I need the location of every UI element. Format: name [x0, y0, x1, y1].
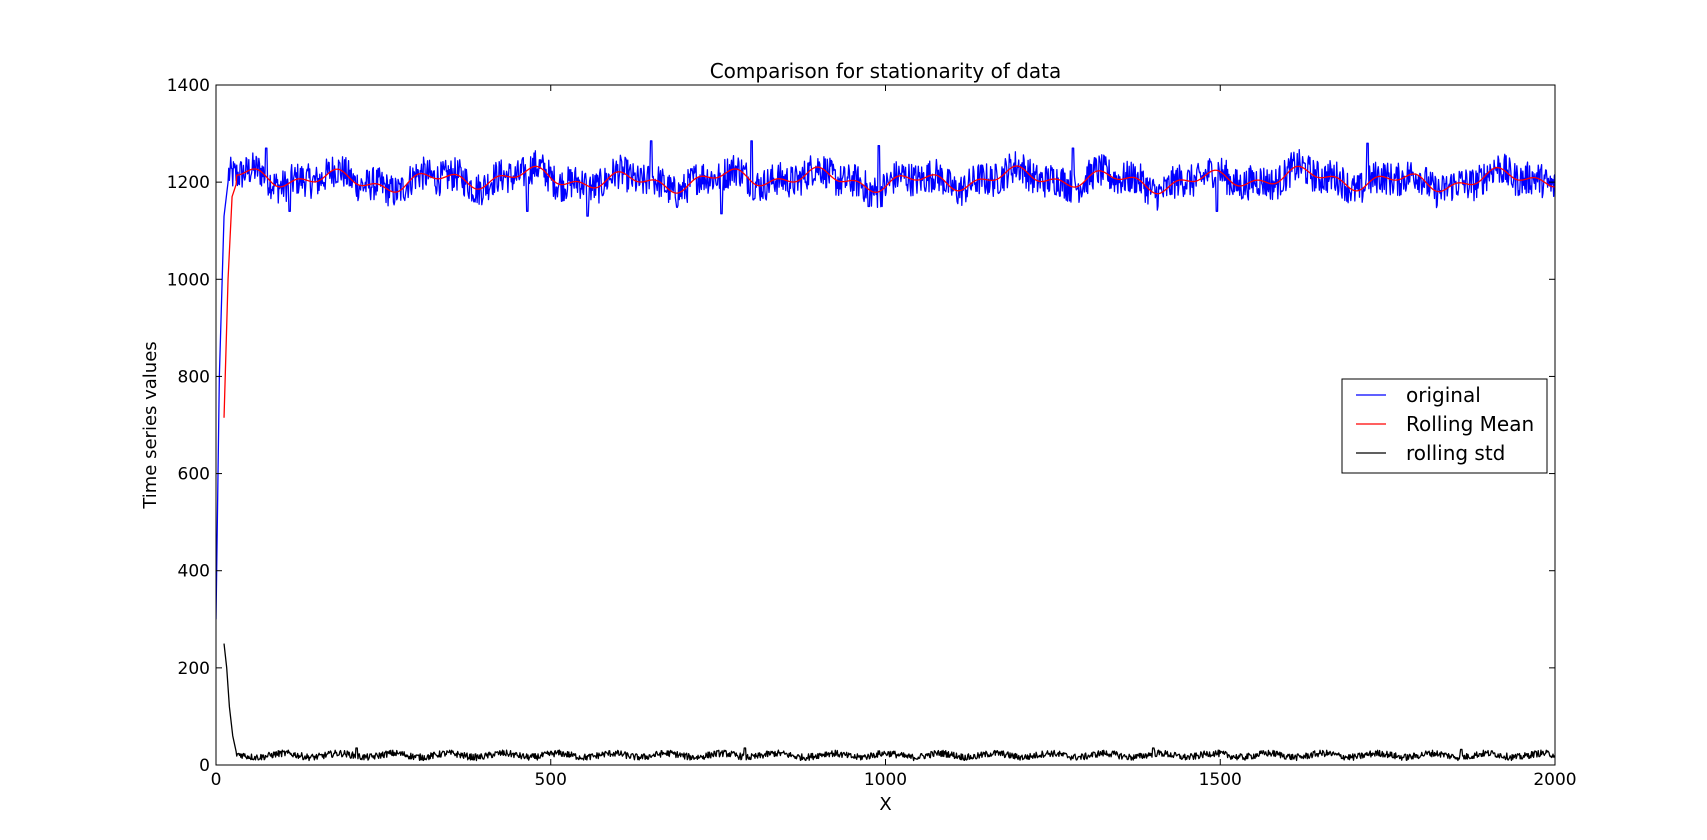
x-tick-label: 1500 — [1199, 770, 1242, 790]
x-tick-label: 2000 — [1533, 770, 1576, 790]
y-axis-label: Time series values — [140, 341, 161, 509]
series-line-rolling-std — [223, 643, 1555, 762]
legend-label: original — [1406, 383, 1481, 407]
legend-label: Rolling Mean — [1406, 412, 1534, 436]
y-tick-label: 400 — [178, 562, 210, 582]
series-line-rolling-mean — [223, 165, 1555, 418]
x-axis-label: X — [879, 794, 891, 815]
legend: original Rolling Mean rolling std — [1341, 378, 1548, 474]
x-tick-label: 1000 — [864, 770, 907, 790]
series-layer — [216, 140, 1555, 762]
y-tick-label: 200 — [178, 659, 210, 679]
y-tick-label: 0 — [199, 756, 210, 776]
y-tick-label: 1400 — [167, 76, 210, 96]
x-tick-label: 500 — [535, 770, 567, 790]
y-tick-label: 800 — [178, 367, 210, 387]
ticks-layer: 0 500 1000 1500 2000 0 200 400 600 800 1000 1200 140… — [167, 76, 1577, 790]
series-line-original — [216, 140, 1555, 620]
y-tick-label: 600 — [178, 465, 210, 485]
y-tick-label: 1200 — [167, 173, 210, 193]
chart-title: Comparison for stationarity of data — [710, 59, 1062, 83]
x-tick-label: 0 — [211, 770, 222, 790]
y-tick-label: 1000 — [167, 270, 210, 290]
legend-label: rolling std — [1406, 441, 1505, 465]
